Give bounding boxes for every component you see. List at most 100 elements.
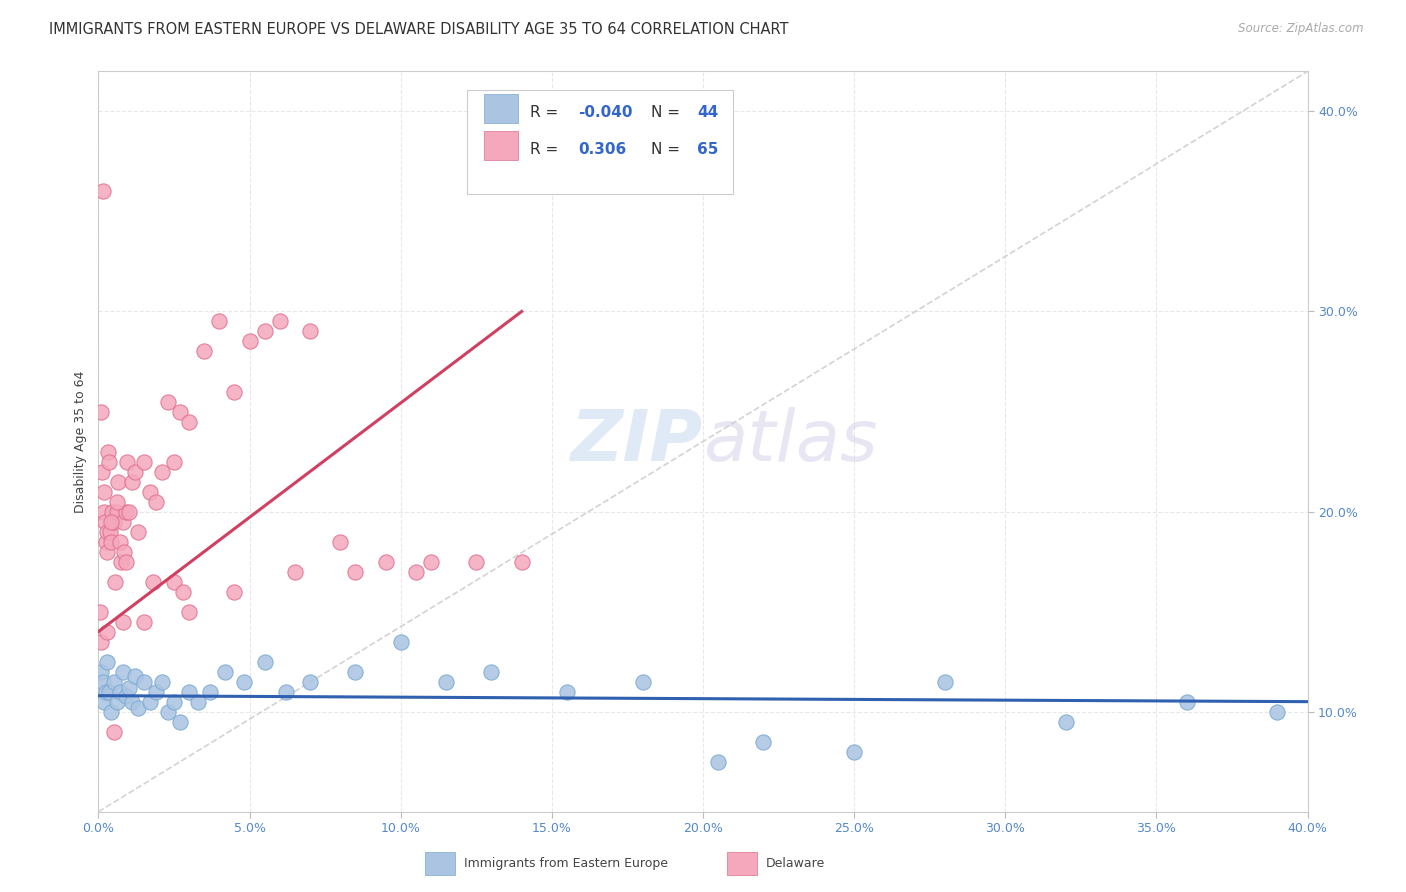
Point <box>93 505 115 519</box>
Point <box>142 574 165 589</box>
Bar <box>727 853 758 875</box>
Point <box>108 684 131 698</box>
Point <box>97 444 120 458</box>
Point <box>118 505 141 519</box>
Text: R =: R = <box>530 142 568 157</box>
Point <box>111 615 134 629</box>
Point <box>163 695 186 709</box>
Point <box>145 494 167 508</box>
Point <box>107 475 129 489</box>
Text: 0.306: 0.306 <box>578 142 627 157</box>
Point <box>98 684 121 698</box>
Point <box>124 465 146 479</box>
Point <box>214 665 236 679</box>
Point <box>105 494 128 508</box>
Point <box>96 524 118 539</box>
Point <box>105 695 128 709</box>
Point <box>91 185 114 199</box>
Point <box>103 674 125 689</box>
Point <box>145 684 167 698</box>
Point <box>707 755 730 769</box>
Point <box>239 334 262 349</box>
Text: IMMIGRANTS FROM EASTERN EUROPE VS DELAWARE DISABILITY AGE 35 TO 64 CORRELATION C: IMMIGRANTS FROM EASTERN EUROPE VS DELAWA… <box>49 22 789 37</box>
Text: -0.040: -0.040 <box>578 104 633 120</box>
Point <box>253 325 276 339</box>
Point <box>105 505 128 519</box>
Bar <box>467 90 734 194</box>
Point <box>121 695 143 709</box>
Bar <box>425 853 456 875</box>
Point <box>132 674 155 689</box>
Point <box>115 454 138 468</box>
Point <box>208 314 231 328</box>
Point <box>101 505 124 519</box>
Point <box>96 624 118 639</box>
Point <box>110 555 132 569</box>
Point <box>91 465 114 479</box>
Point <box>150 674 173 689</box>
Point <box>93 484 115 499</box>
Point <box>224 584 246 599</box>
Point <box>1175 695 1198 709</box>
Point <box>111 665 134 679</box>
Bar <box>484 131 517 161</box>
Text: R =: R = <box>530 104 564 120</box>
Point <box>150 465 173 479</box>
Text: 65: 65 <box>697 142 718 157</box>
Point <box>163 454 186 468</box>
Point <box>98 524 121 539</box>
Point <box>108 534 131 549</box>
Point <box>112 544 135 558</box>
Point <box>100 534 122 549</box>
Text: Source: ZipAtlas.com: Source: ZipAtlas.com <box>1239 22 1364 36</box>
Point <box>465 555 488 569</box>
Point <box>90 404 112 418</box>
Point <box>100 515 122 529</box>
Point <box>114 555 136 569</box>
Point <box>156 705 179 719</box>
Point <box>89 605 111 619</box>
Point <box>139 695 162 709</box>
Point <box>100 705 122 719</box>
Point <box>274 684 297 698</box>
Point <box>132 454 155 468</box>
Point <box>510 555 533 569</box>
Point <box>389 634 412 648</box>
Point <box>90 665 112 679</box>
Y-axis label: Disability Age 35 to 64: Disability Age 35 to 64 <box>75 370 87 513</box>
Text: 44: 44 <box>697 104 718 120</box>
Point <box>374 555 396 569</box>
Point <box>169 404 191 418</box>
Point <box>172 584 194 599</box>
Point <box>124 668 146 682</box>
Point <box>114 505 136 519</box>
Point <box>934 674 956 689</box>
Point <box>269 314 291 328</box>
Point <box>94 515 117 529</box>
Point <box>127 700 149 714</box>
Point <box>224 384 246 399</box>
Point <box>118 681 141 695</box>
Point <box>104 574 127 589</box>
Point <box>114 689 136 703</box>
Point <box>96 544 118 558</box>
Point <box>103 515 125 529</box>
Point <box>169 714 191 729</box>
Text: Immigrants from Eastern Europe: Immigrants from Eastern Europe <box>464 857 668 870</box>
Point <box>344 665 367 679</box>
Point <box>111 515 134 529</box>
Point <box>103 724 125 739</box>
Point <box>96 655 118 669</box>
Point <box>193 344 215 359</box>
Point <box>420 555 443 569</box>
Point <box>156 394 179 409</box>
Point <box>481 665 503 679</box>
Point <box>299 674 322 689</box>
Point <box>299 325 322 339</box>
Point <box>179 684 201 698</box>
Point <box>631 674 654 689</box>
Point <box>90 634 112 648</box>
Point <box>405 565 427 579</box>
Point <box>179 605 201 619</box>
Point <box>1054 714 1077 729</box>
